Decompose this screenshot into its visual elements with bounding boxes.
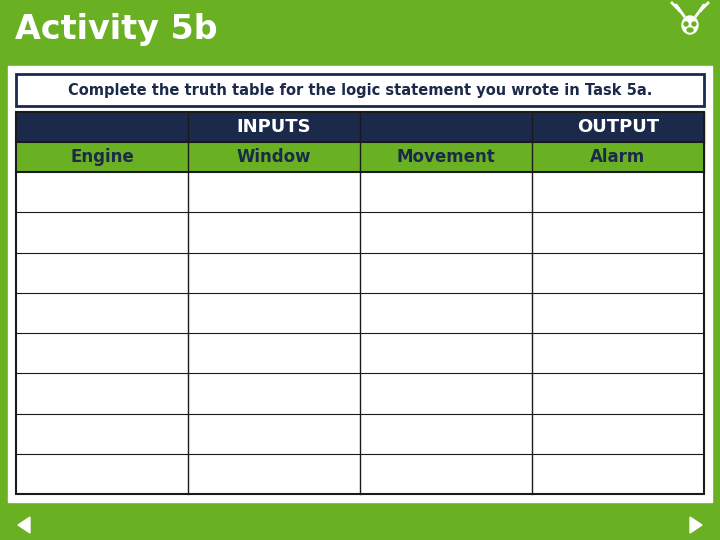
Ellipse shape <box>692 22 696 26</box>
Text: INPUTS: INPUTS <box>237 118 311 136</box>
Bar <box>16 142 704 172</box>
Bar <box>16 333 704 373</box>
Text: Window: Window <box>237 148 311 166</box>
Bar <box>16 112 704 142</box>
Bar <box>0 510 720 540</box>
Text: Alarm: Alarm <box>590 148 646 166</box>
Polygon shape <box>18 517 30 533</box>
Bar <box>16 293 704 333</box>
Ellipse shape <box>682 16 698 34</box>
Bar <box>8 66 712 502</box>
Bar <box>16 212 704 253</box>
Ellipse shape <box>687 28 693 32</box>
Bar <box>16 112 704 494</box>
Polygon shape <box>690 517 702 533</box>
FancyBboxPatch shape <box>16 74 704 106</box>
Bar <box>16 373 704 414</box>
Text: Activity 5b: Activity 5b <box>15 12 217 45</box>
Bar <box>16 414 704 454</box>
Bar <box>16 253 704 293</box>
Ellipse shape <box>684 22 688 26</box>
Bar <box>16 454 704 494</box>
Text: Complete the truth table for the logic statement you wrote in Task 5a.: Complete the truth table for the logic s… <box>68 83 652 98</box>
Text: Engine: Engine <box>70 148 134 166</box>
Text: OUTPUT: OUTPUT <box>577 118 659 136</box>
Bar <box>0 0 720 58</box>
Bar <box>16 172 704 212</box>
Text: Movement: Movement <box>397 148 495 166</box>
